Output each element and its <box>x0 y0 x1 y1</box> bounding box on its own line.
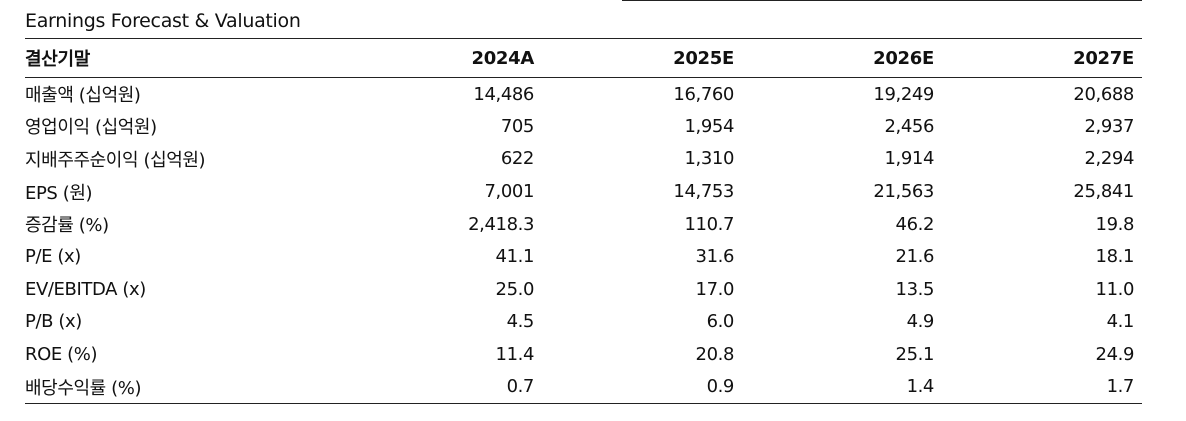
cell-value: 4.5 <box>506 311 535 333</box>
cell-value: 46.2 <box>895 213 935 235</box>
cell-value: 1.4 <box>906 376 935 398</box>
row-label: EPS (원) <box>25 182 93 204</box>
top-rule <box>622 0 1142 1</box>
table-row: ROE (%) 11.4 20.8 25.1 24.9 <box>25 338 1142 371</box>
header-2027e: 2027E <box>1073 47 1134 69</box>
table-header-row: 결산기말 2024A 2025E 2026E 2027E <box>25 38 1142 78</box>
header-2024a: 2024A <box>471 47 534 69</box>
cell-value: 24.9 <box>1095 344 1135 366</box>
row-label: 증감률 (%) <box>25 215 109 237</box>
cell-value: 1,914 <box>884 148 934 170</box>
earnings-table-container: 결산기말 2024A 2025E 2026E 2027E 매출액 (십억원) 1… <box>25 38 1142 404</box>
cell-value: 20,688 <box>1073 83 1134 105</box>
earnings-forecast-table: 결산기말 2024A 2025E 2026E 2027E 매출액 (십억원) 1… <box>25 38 1142 404</box>
cell-value: 622 <box>500 148 535 170</box>
cell-value: 4.9 <box>906 311 935 333</box>
cell-value: 19,249 <box>873 83 934 105</box>
cell-value: 25,841 <box>1073 181 1134 203</box>
cell-value: 1,310 <box>684 148 734 170</box>
table-row: 매출액 (십억원) 14,486 16,760 19,249 20,688 <box>25 78 1142 111</box>
header-2025e: 2025E <box>673 47 734 69</box>
cell-value: 2,937 <box>1084 115 1134 137</box>
cell-value: 14,486 <box>473 83 534 105</box>
cell-value: 2,456 <box>884 115 934 137</box>
cell-value: 0.9 <box>706 376 735 398</box>
cell-value: 6.0 <box>706 311 735 333</box>
cell-value: 4.1 <box>1106 311 1135 333</box>
table-row: P/B (x) 4.5 6.0 4.9 4.1 <box>25 306 1142 339</box>
table-row: P/E (x) 41.1 31.6 21.6 18.1 <box>25 240 1142 273</box>
header-2026e: 2026E <box>873 47 934 69</box>
cell-value: 21.6 <box>895 246 935 268</box>
cell-value: 13.5 <box>895 278 935 300</box>
cell-value: 2,418.3 <box>468 213 534 235</box>
cell-value: 110.7 <box>684 213 734 235</box>
row-label: P/E (x) <box>25 246 81 268</box>
cell-value: 19.8 <box>1095 213 1135 235</box>
row-label: 지배주주순이익 (십억원) <box>25 149 206 171</box>
table-row: EV/EBITDA (x) 25.0 17.0 13.5 11.0 <box>25 273 1142 306</box>
row-label: 매출액 (십억원) <box>25 85 141 107</box>
cell-value: 1,954 <box>684 115 734 137</box>
cell-value: 705 <box>500 115 535 137</box>
table-row: EPS (원) 7,001 14,753 21,563 25,841 <box>25 175 1142 208</box>
row-label: 영업이익 (십억원) <box>25 117 157 139</box>
cell-value: 11.0 <box>1095 278 1135 300</box>
cell-value: 18.1 <box>1095 246 1135 268</box>
cell-value: 11.4 <box>495 344 535 366</box>
table-title: Earnings Forecast & Valuation <box>25 10 301 32</box>
cell-value: 41.1 <box>495 246 535 268</box>
table-row: 배당수익률 (%) 0.7 0.9 1.4 1.7 <box>25 371 1142 404</box>
cell-value: 21,563 <box>873 181 934 203</box>
row-label: 배당수익률 (%) <box>25 377 142 399</box>
header-fiscal-year: 결산기말 <box>25 49 91 70</box>
cell-value: 1.7 <box>1106 376 1135 398</box>
cell-value: 17.0 <box>695 278 735 300</box>
cell-value: 25.0 <box>495 278 535 300</box>
cell-value: 14,753 <box>673 181 734 203</box>
cell-value: 0.7 <box>506 376 535 398</box>
row-label: P/B (x) <box>25 311 82 333</box>
row-label: EV/EBITDA (x) <box>25 278 146 300</box>
cell-value: 2,294 <box>1084 148 1134 170</box>
table-row: 지배주주순이익 (십억원) 622 1,310 1,914 2,294 <box>25 143 1142 176</box>
cell-value: 25.1 <box>895 344 935 366</box>
table-row: 증감률 (%) 2,418.3 110.7 46.2 19.8 <box>25 208 1142 241</box>
cell-value: 7,001 <box>484 181 534 203</box>
cell-value: 16,760 <box>673 83 734 105</box>
cell-value: 31.6 <box>695 246 735 268</box>
table-row: 영업이익 (십억원) 705 1,954 2,456 2,937 <box>25 110 1142 143</box>
cell-value: 20.8 <box>695 344 735 366</box>
row-label: ROE (%) <box>25 344 98 366</box>
